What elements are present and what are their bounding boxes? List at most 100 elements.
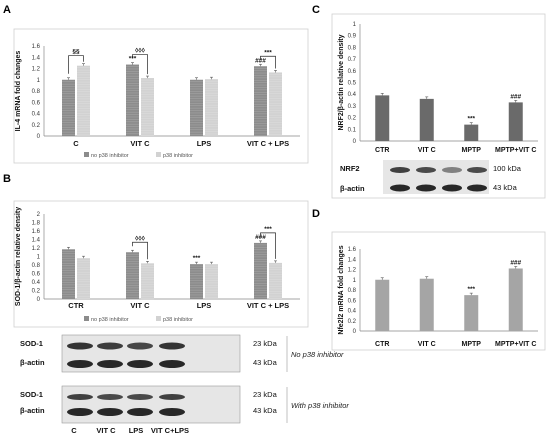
significance-mark: §§: [72, 49, 80, 56]
bar-no-inhibitor: [62, 79, 75, 136]
significance-mark: ###: [255, 57, 266, 64]
chart-frame-c: [331, 13, 546, 199]
y-tick-label: 0: [37, 134, 41, 140]
blot-band: [390, 167, 410, 173]
blot-band: [67, 360, 93, 368]
y-tick-label: 0.6: [32, 100, 41, 106]
legend-label: p38 inhibitor: [163, 317, 193, 323]
bar: [508, 268, 523, 331]
bar-inhibitor: [77, 65, 90, 136]
blot-kda-43: 43 kDa: [253, 358, 278, 367]
western-blot-c: NRF2 β-actin 100 kDa 43 kDa: [340, 160, 522, 194]
blot-band: [97, 360, 123, 368]
y-tick-label: 1.2: [32, 246, 41, 252]
blot-band: [159, 408, 185, 416]
blot-band: [442, 184, 462, 192]
bar-inhibitor: [77, 258, 90, 299]
blot-band: [416, 184, 436, 192]
x-category-label: MPTP: [462, 147, 482, 154]
legend-label: p38 inhibitor: [163, 153, 193, 159]
significance-mark: ###: [510, 259, 521, 266]
y-tick-label: 1.2: [348, 268, 357, 274]
blot-note-with-inhibitor: With p38 inhibitor: [291, 401, 349, 410]
bar: [375, 279, 390, 331]
x-category-label: CTR: [375, 341, 389, 348]
legend-swatch: [84, 152, 89, 157]
blot-band: [159, 394, 185, 400]
bar-no-inhibitor: [62, 249, 75, 299]
y-axis-label: SOD-1/β-actin relative density: [15, 207, 22, 306]
bar-no-inhibitor: [126, 64, 139, 136]
blot-label-actin: β-actin: [20, 406, 45, 415]
bar: [375, 95, 390, 141]
significance-mark: ***: [129, 56, 137, 63]
blot-label-actin: β-actin: [20, 358, 45, 367]
blot-band: [416, 167, 436, 173]
y-tick-label: 1: [353, 278, 357, 284]
panel-label-b: B: [3, 173, 11, 185]
blot-band: [467, 184, 487, 192]
blot-kda-23: 23 kDa: [253, 339, 278, 348]
blot-kda-100: 100 kDa: [493, 164, 522, 173]
blot-band: [159, 360, 185, 368]
bar-inhibitor: [141, 78, 154, 136]
bar-inhibitor: [141, 263, 154, 299]
x-category-label: MPTP: [462, 341, 482, 348]
bar-inhibitor: [269, 72, 282, 136]
x-category-label: LPS: [197, 139, 212, 148]
western-blot-b-bottom: SOD-1 β-actin 23 kDa 43 kDa With p38 inh…: [20, 385, 349, 424]
blot-lane-label: LPS: [129, 426, 144, 435]
y-tick-label: 0.2: [348, 319, 357, 325]
significance-mark: ***: [264, 49, 272, 56]
western-blot-b-top: SOD-1 β-actin 23 kDa 43 kDa No p38 inhib…: [20, 334, 344, 373]
chart-c: 0 0.1 0.2 0.3 0.4 0.5 0.6 0.7 0.8 0.9 1 NRF2/β-acti…: [338, 22, 538, 154]
blot-band: [67, 342, 93, 350]
y-tick-label: 1.6: [32, 44, 41, 50]
bar-inhibitor: [205, 79, 218, 136]
blot-label-actin: β-actin: [340, 184, 365, 193]
significance-mark: ◊◊◊: [135, 235, 145, 242]
x-category-label: MPTP+VIT C: [495, 341, 536, 348]
x-category-label: MPTP+VIT C: [495, 147, 536, 154]
y-tick-label: 0: [353, 329, 357, 335]
x-category-label: VIT C: [418, 147, 436, 154]
blot-bands: [67, 394, 185, 416]
y-tick-label: 0.2: [348, 116, 357, 122]
significance-mark: ***: [467, 286, 475, 293]
legend-label: no p38 inhibitor: [91, 153, 129, 159]
significance-mark: ◊◊◊: [135, 48, 145, 55]
blot-band: [390, 184, 410, 192]
y-tick-label: 0.8: [348, 288, 357, 294]
bar-inhibitor: [269, 262, 282, 299]
significance-bracket: [132, 241, 148, 260]
bar-no-inhibitor: [190, 264, 203, 299]
blot-lane-label: VIT C+LPS: [151, 426, 189, 435]
blot-band: [442, 167, 462, 173]
y-tick-label: 0.3: [348, 104, 357, 110]
x-category-label: VIT C: [130, 301, 150, 310]
chart-a: 0 0.2 0.4 0.6 0.8 1 1.2 1.4 1.6 IL-4 mRNA fold ch…: [15, 44, 300, 159]
y-tick-label: 1.6: [32, 229, 41, 235]
bar-no-inhibitor: [190, 79, 203, 136]
y-axis-label: Nfe2l2 mRNA fold changes: [338, 245, 345, 334]
significance-mark: ###: [255, 234, 266, 241]
y-tick-label: 0.4: [348, 309, 357, 315]
legend-swatch: [156, 316, 161, 321]
blot-band: [97, 342, 123, 350]
blot-band: [67, 394, 93, 400]
blot-border: [61, 334, 241, 373]
y-tick-label: 0.2: [32, 289, 41, 295]
blot-band: [97, 408, 123, 416]
y-axis-label: NRF2/β-actin relative density: [338, 34, 345, 130]
y-tick-label: 0.2: [32, 123, 41, 129]
blot-label-nrf2: NRF2: [340, 164, 360, 173]
bar: [508, 102, 523, 141]
chart-frame-b: [13, 200, 309, 328]
blot-band: [467, 167, 487, 173]
y-tick-label: 1.4: [32, 238, 41, 244]
y-tick-label: 1.8: [32, 221, 41, 227]
blot-kda-43: 43 kDa: [493, 183, 518, 192]
y-tick-label: 0.4: [32, 280, 41, 286]
